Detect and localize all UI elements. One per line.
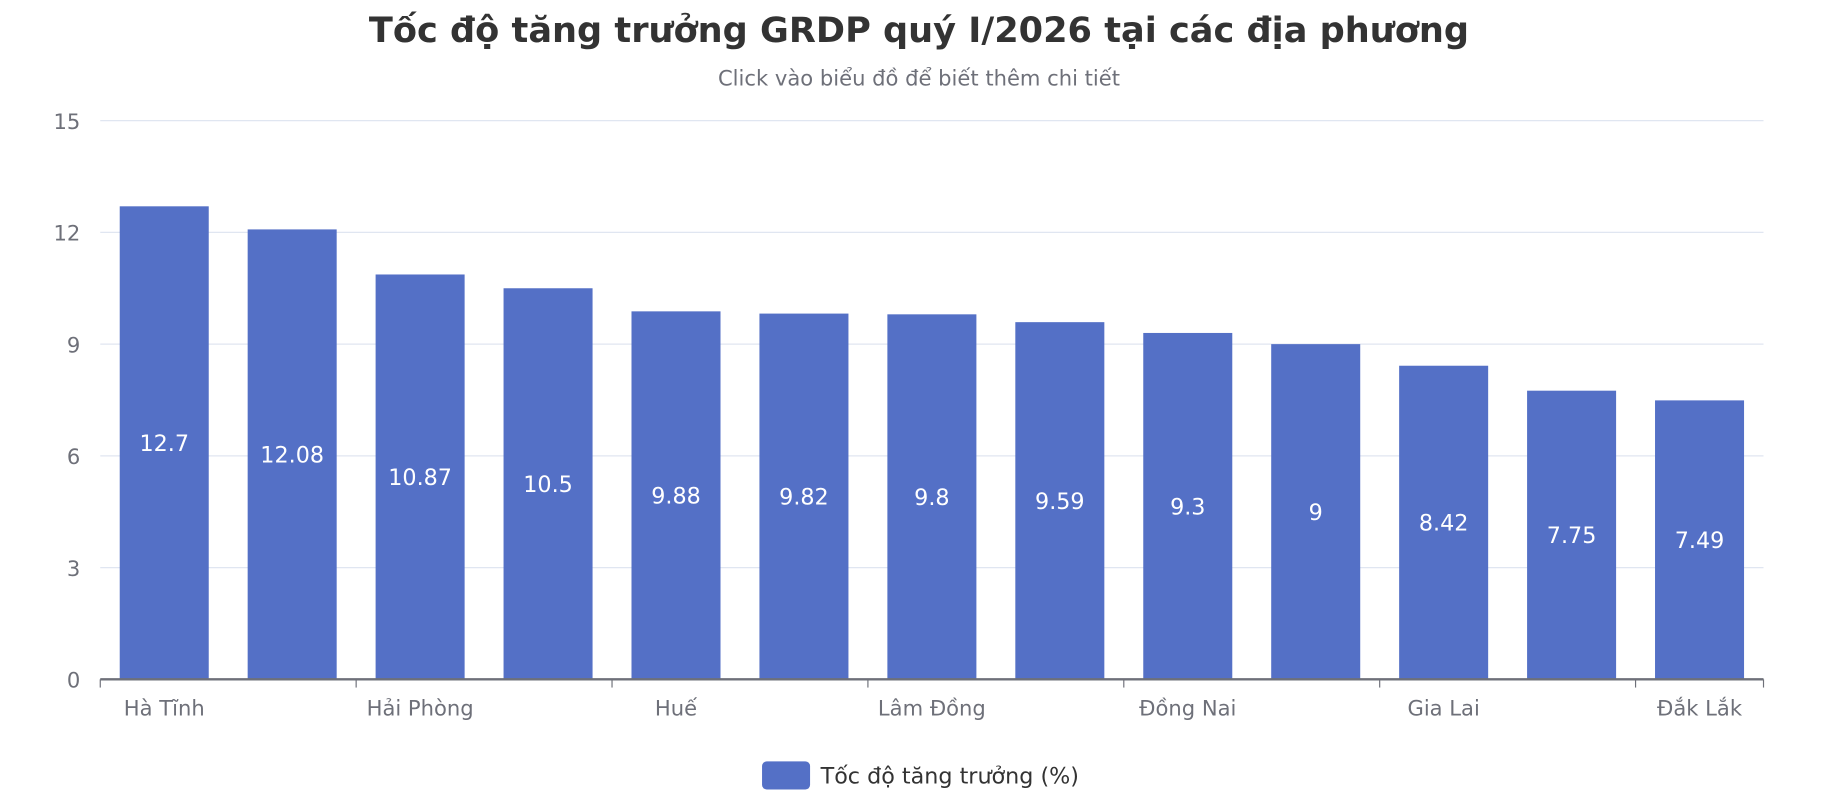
bar[interactable] [1143, 332, 1233, 680]
data-label: 9.3 [1170, 494, 1205, 520]
bar[interactable] [1655, 400, 1745, 680]
data-label: 8.42 [1419, 511, 1469, 537]
bar[interactable] [1399, 365, 1489, 680]
x-tick-label: Đồng Nai [1139, 696, 1236, 721]
data-label: 9.59 [1035, 489, 1085, 515]
y-tick-label: 6 [67, 444, 80, 469]
data-label: 9.82 [779, 485, 829, 511]
x-tick-label: Huế [655, 696, 697, 721]
bar[interactable] [887, 314, 977, 680]
data-label: 10.5 [523, 472, 573, 498]
legend[interactable]: Tốc độ tăng trưởng (%) [762, 761, 1079, 790]
x-tick-label: Gia Lai [1407, 696, 1479, 721]
y-axis: 0 3 6 9 12 15 [54, 109, 81, 693]
x-tick-label: Đắk Lắk [1657, 696, 1743, 721]
x-tick-label: Hà Tĩnh [124, 696, 205, 721]
legend-label: Tốc độ tăng trưởng (%) [820, 764, 1079, 790]
y-tick-label: 9 [67, 332, 80, 357]
bars: 12.7 12.08 10.87 10.5 9.88 9.82 9.8 9.59 9.3 9 8.4… [119, 206, 1745, 680]
chart-title: Tốc độ tăng trưởng GRDP quý I/2026 tại c… [369, 10, 1469, 51]
x-tick-label: Lâm Đồng [878, 696, 986, 721]
bar[interactable] [119, 206, 209, 680]
data-label: 12.7 [139, 431, 189, 457]
bar[interactable] [247, 229, 337, 680]
y-tick-label: 3 [67, 556, 80, 581]
bar[interactable] [375, 274, 465, 680]
data-label: 12.08 [260, 443, 324, 469]
data-label: 9.8 [914, 485, 949, 511]
bar[interactable] [1015, 322, 1105, 680]
y-tick-label: 12 [54, 221, 81, 246]
data-label: 7.49 [1675, 528, 1725, 554]
bar[interactable] [1271, 344, 1361, 680]
data-label: 10.87 [388, 465, 452, 491]
y-tick-label: 15 [54, 109, 81, 134]
data-label: 9 [1309, 500, 1323, 526]
bar[interactable] [1527, 390, 1617, 680]
x-tick-label: Hải Phòng [367, 696, 474, 721]
y-tick-label: 0 [67, 668, 80, 693]
data-label: 9.88 [651, 484, 701, 510]
data-label: 7.75 [1547, 523, 1597, 549]
x-axis: Hà Tĩnh Hải Phòng Huế Lâm Đồng Đồng Nai Gia L… [99, 678, 1765, 721]
legend-swatch [762, 761, 811, 790]
bar[interactable] [631, 311, 721, 680]
bar[interactable] [503, 288, 593, 680]
bar[interactable] [759, 313, 849, 680]
chart-subtitle: Click vào biểu đồ để biết thêm chi tiết [718, 66, 1120, 91]
